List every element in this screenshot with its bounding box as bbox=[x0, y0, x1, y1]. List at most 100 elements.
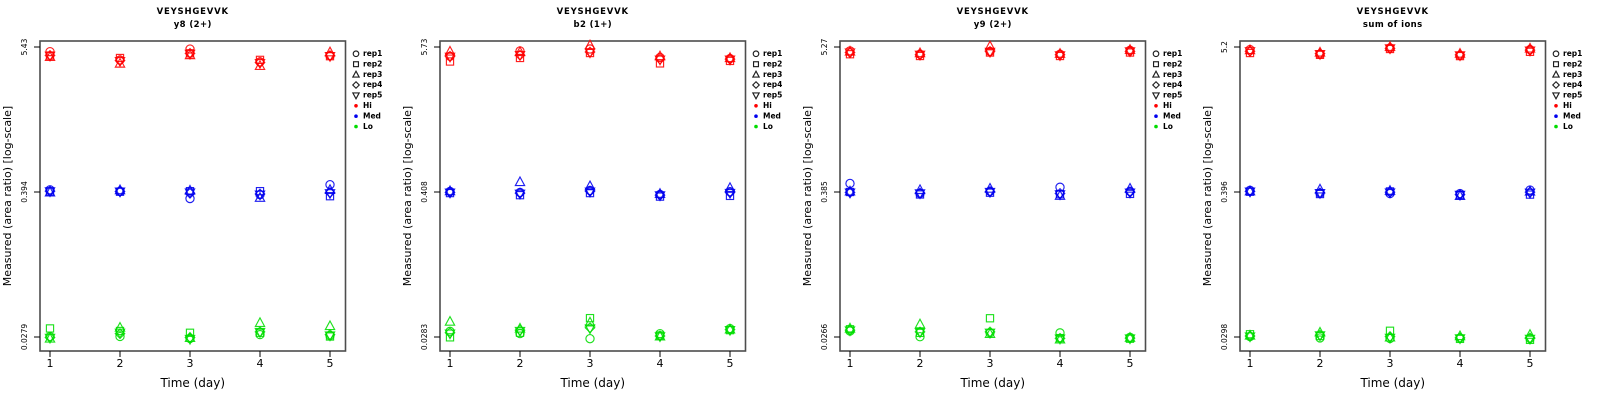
data-point-lo-day5-rep3 bbox=[1524, 328, 1536, 339]
x-tick-label: 4 bbox=[1457, 357, 1464, 370]
panel-title: VEYSHGEVVK bbox=[157, 7, 229, 17]
legend-rep5-marker-icon bbox=[1151, 92, 1161, 101]
data-point-lo-day4-rep1 bbox=[1055, 328, 1065, 338]
legend-label: Lo bbox=[1563, 122, 1573, 131]
legend-label: rep2 bbox=[763, 59, 782, 68]
legend-label: rep5 bbox=[363, 91, 382, 100]
x-tick-label: 3 bbox=[987, 357, 994, 370]
y-axis-label: Measured (area ratio) [log-scale] bbox=[1, 106, 14, 286]
data-point-med-day5-rep2 bbox=[325, 192, 335, 201]
data-point-med-day2-rep5 bbox=[514, 189, 526, 200]
data-point-hi-day1-rep3 bbox=[444, 45, 456, 56]
data-point-hi-day1-rep5 bbox=[1244, 47, 1256, 58]
legend-rep3-marker-icon bbox=[1551, 69, 1561, 78]
data-point-lo-day2-rep5 bbox=[914, 328, 926, 339]
data-point-med-day4-rep4 bbox=[1054, 187, 1066, 200]
data-point-lo-day5-rep5 bbox=[324, 331, 336, 342]
y-axis-label: Measured (area ratio) [log-scale] bbox=[401, 106, 414, 286]
legend-rep4-marker-icon bbox=[1551, 80, 1561, 90]
legend-label: rep3 bbox=[363, 70, 382, 79]
x-tick-label: 5 bbox=[1127, 357, 1134, 370]
data-point-lo-day5-rep3 bbox=[1124, 331, 1136, 342]
data-point-med-day4-rep5 bbox=[1454, 190, 1466, 202]
legend-label: rep3 bbox=[763, 70, 782, 79]
data-point-lo-day3-rep5 bbox=[584, 324, 596, 335]
data-point-lo-day4-rep5 bbox=[654, 332, 666, 343]
legend-rep5-marker-icon bbox=[1551, 92, 1561, 101]
x-tick-label: 2 bbox=[1317, 357, 1324, 370]
legend-label: Med bbox=[1563, 111, 1581, 120]
data-point-med-day5-rep1 bbox=[325, 180, 335, 190]
legend-rep3-marker-icon bbox=[1151, 69, 1161, 78]
data-point-med-day5-rep5 bbox=[724, 188, 736, 200]
y-tick-label: 0.0283 bbox=[420, 324, 429, 350]
data-point-med-day5-rep3 bbox=[1524, 185, 1536, 196]
plot-frame bbox=[39, 40, 347, 352]
data-point-hi-day4-rep5 bbox=[1454, 51, 1466, 62]
data-point-hi-day3-rep5 bbox=[584, 48, 596, 59]
data-point-lo-day3-rep5 bbox=[1384, 333, 1396, 345]
legend-label: Med bbox=[363, 111, 381, 120]
x-tick-label: 2 bbox=[517, 357, 524, 370]
legend-med-dot-icon bbox=[1154, 114, 1158, 118]
y-tick-label: 5.43 bbox=[20, 38, 29, 55]
x-tick-label: 1 bbox=[47, 357, 54, 370]
data-point-hi-day2-rep5 bbox=[514, 50, 526, 62]
legend-lo-dot-icon bbox=[1154, 124, 1158, 129]
data-point-med-day5-rep5 bbox=[1124, 188, 1136, 199]
panel-subtitle: y9 (2+) bbox=[974, 20, 1012, 30]
data-point-lo-day1-rep2 bbox=[445, 333, 455, 342]
x-axis-label: Time (day) bbox=[1359, 376, 1425, 390]
data-point-lo-day4-rep5 bbox=[1454, 334, 1466, 345]
legend-rep2-marker-icon bbox=[752, 61, 760, 68]
x-tick-label: 4 bbox=[1057, 357, 1064, 370]
panel-title: VEYSHGEVVK bbox=[1357, 7, 1429, 17]
legend-lo-dot-icon bbox=[354, 124, 358, 129]
data-point-lo-day4-rep5 bbox=[1054, 334, 1066, 345]
data-point-hi-day5-rep5 bbox=[1524, 46, 1536, 57]
data-point-lo-day1-rep3 bbox=[1244, 329, 1256, 340]
data-point-med-day5-rep5 bbox=[324, 189, 336, 200]
data-point-med-day5-rep3 bbox=[1124, 182, 1136, 193]
legend-med-dot-icon bbox=[754, 114, 758, 118]
legend-med-dot-icon bbox=[1554, 114, 1558, 118]
data-point-lo-day3-rep5 bbox=[184, 334, 196, 346]
legend-hi-dot-icon bbox=[1554, 104, 1558, 108]
legend-rep4-marker-icon bbox=[751, 80, 761, 90]
legend-label: Hi bbox=[1563, 101, 1572, 110]
y-tick-label: 0.0266 bbox=[820, 324, 829, 350]
data-point-lo-day5-rep5 bbox=[724, 325, 736, 337]
legend-rep5-marker-icon bbox=[751, 92, 761, 101]
data-point-lo-day5-rep5 bbox=[1524, 334, 1536, 346]
x-tick-label: 3 bbox=[187, 357, 194, 370]
data-point-lo-day3-rep2 bbox=[985, 314, 995, 323]
data-point-med-day3-rep3 bbox=[584, 179, 596, 191]
plot-frame bbox=[1239, 40, 1547, 352]
data-point-hi-day2-rep5 bbox=[1314, 50, 1326, 61]
chart-svg-sum-of-ions: VEYSHGEVVK sum of ions 5.2 0.396 0.0298 1 2 3 4 5… bbox=[1201, 7, 1582, 390]
y-tick-label: 0.385 bbox=[820, 181, 829, 203]
y-axis-label: Measured (area ratio) [log-scale] bbox=[1201, 106, 1214, 286]
legend-label: rep2 bbox=[1163, 59, 1182, 68]
legend-label: Med bbox=[763, 111, 781, 120]
data-point-hi-day1-rep5 bbox=[844, 48, 856, 59]
panel-subtitle: b2 (1+) bbox=[573, 20, 612, 30]
data-point-med-day1-rep5 bbox=[1244, 187, 1256, 198]
legend-label: Lo bbox=[363, 122, 373, 131]
data-point-med-day3-rep5 bbox=[184, 188, 196, 199]
legend-label: rep3 bbox=[1563, 70, 1582, 79]
data-point-med-day4-rep5 bbox=[654, 191, 666, 202]
legend-label: rep2 bbox=[363, 59, 382, 68]
legend-label: rep4 bbox=[1163, 80, 1182, 89]
data-point-lo-day3-rep2 bbox=[585, 313, 595, 323]
data-point-med-day3-rep5 bbox=[584, 187, 596, 198]
data-point-med-day1-rep5 bbox=[444, 188, 456, 199]
data-point-med-day2-rep3 bbox=[914, 183, 926, 195]
data-point-med-day4-rep5 bbox=[1054, 190, 1066, 201]
legend-label: rep5 bbox=[1163, 91, 1182, 100]
data-point-med-day1-rep3 bbox=[1244, 184, 1256, 196]
data-point-hi-day5-rep5 bbox=[324, 52, 336, 63]
data-point-med-day3-rep3 bbox=[184, 184, 196, 195]
legend-label: rep5 bbox=[763, 91, 782, 100]
